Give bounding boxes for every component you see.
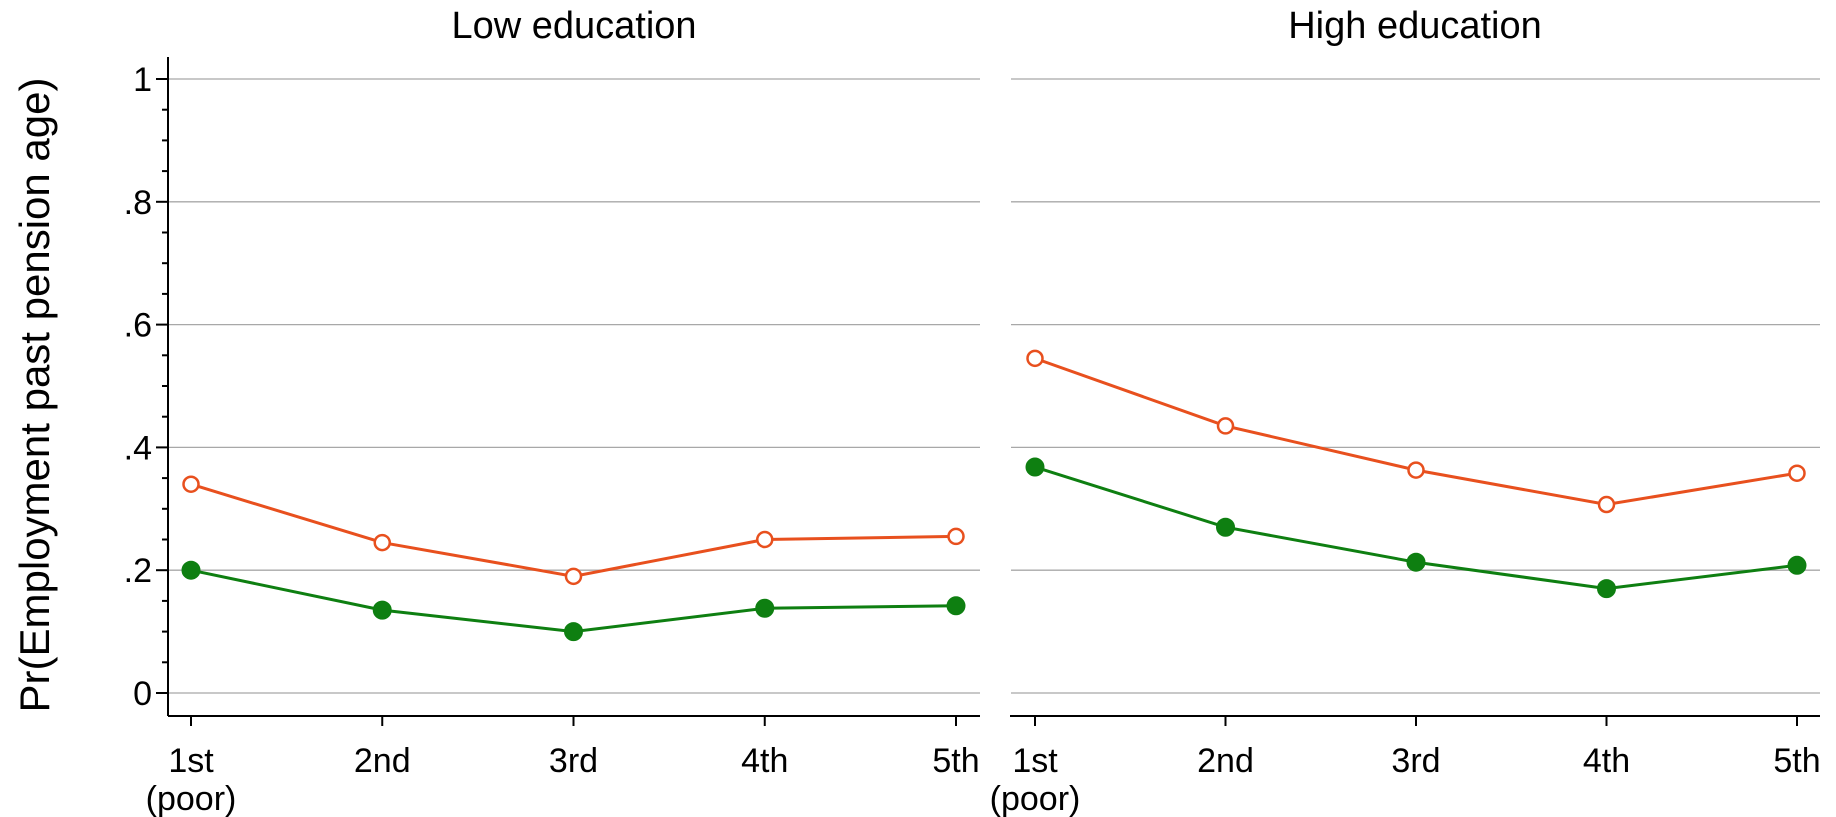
y-tick-label: 1 [133,61,152,99]
x-tick-label: 2nd [1197,742,1254,780]
data-point [182,475,200,493]
y-tick-label: .6 [124,307,152,345]
series-1 [182,475,965,586]
data-point [1787,555,1807,575]
data-point [946,596,966,616]
x-tick-label: 2nd [354,742,411,780]
data-point [1597,495,1616,514]
data-point [1406,552,1426,572]
series-1 [1026,349,1806,514]
data-point [947,527,965,546]
series-line [190,482,957,578]
x-tick-label: 3rd [1391,742,1440,780]
y-axis-title: Pr(Employment past pension age) [11,78,58,713]
x-tick-sublabel: (poor) [146,780,237,817]
series-2 [181,560,966,642]
x-tick-label: 4th [1583,742,1630,780]
data-point [372,600,392,620]
panel-title: High education [1288,5,1542,47]
series-2 [1025,457,1807,599]
series-line [1034,356,1798,507]
data-point [564,567,583,586]
data-point [373,533,391,552]
x-tick-label: 3rd [549,742,598,780]
panel-2: High education 1st(poor) 2nd 3rd 4th 5th [990,5,1821,817]
y-tick-label: .4 [124,429,152,467]
x-tick-label: 4th [741,742,788,780]
y-tick-label: .8 [124,184,152,222]
data-point [1025,457,1045,477]
x-tick-label: 5th [1773,742,1820,780]
data-point [564,622,583,642]
data-point [755,598,775,618]
x-tick-label: 5th [932,742,979,780]
x-tick-label: 1st [1012,742,1058,780]
data-point [1216,517,1235,537]
y-tick-label: .2 [124,552,152,590]
data-point [1788,464,1806,482]
data-point [181,560,201,580]
x-tick-sublabel: (poor) [990,780,1081,817]
data-point [1026,349,1044,368]
data-point [1216,417,1235,435]
data-point [1597,579,1616,599]
x-tick-label: 1st [168,742,214,780]
panel-title: Low education [451,5,696,47]
data-point [756,530,774,549]
y-axis-title-group: Pr(Employment past pension age) [11,78,58,713]
data-point [1407,461,1425,479]
y-tick-label: 0 [133,675,152,713]
panel-1: Low education 0 .2 .4 .6 .8 1 1st(poor) 2nd 3rd 4t… [124,5,980,817]
